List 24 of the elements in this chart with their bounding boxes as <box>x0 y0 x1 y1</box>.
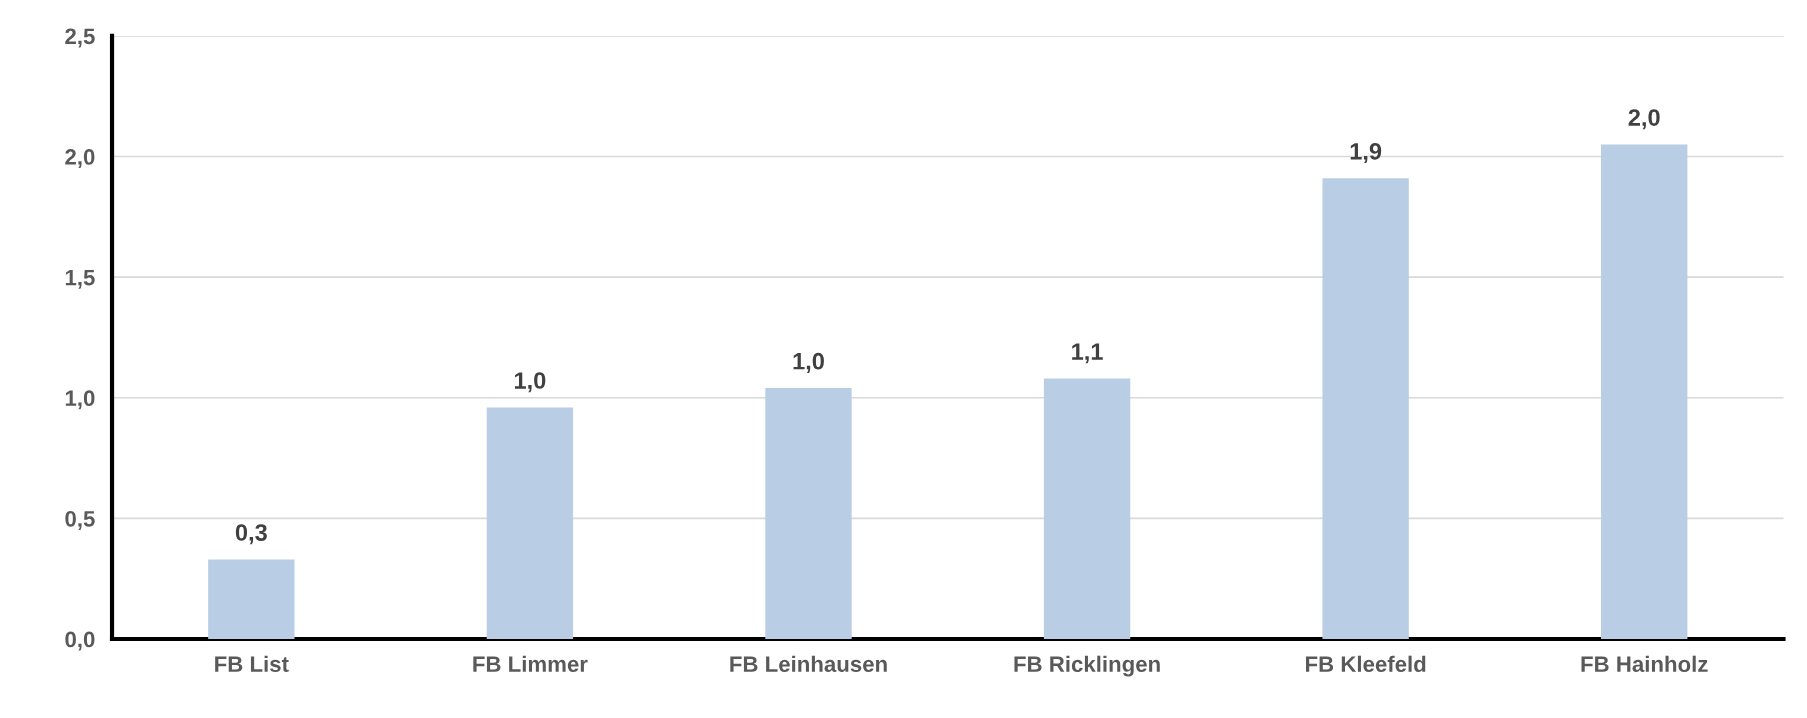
data-label: 0,3 <box>235 524 267 545</box>
data-label: 1,0 <box>514 372 546 393</box>
y-tick-label: 2,5 <box>65 28 95 48</box>
data-label: 1,0 <box>793 352 824 373</box>
x-tick-label: FB List <box>215 655 289 673</box>
data-label: 1,9 <box>1350 142 1382 164</box>
x-tick-label: FB Hainholz <box>1581 655 1708 673</box>
x-tick-label: FB Kleefeld <box>1306 655 1426 673</box>
bar <box>1601 144 1688 640</box>
y-tick-label: 0,0 <box>65 631 95 651</box>
y-tick-label: 0,5 <box>65 510 95 530</box>
bar <box>765 388 852 640</box>
bar <box>486 407 574 640</box>
y-tick-label: 2,0 <box>65 149 95 169</box>
x-tick-label: FB Limmer <box>473 655 588 673</box>
x-tick-label: FB Ricklingen <box>1014 655 1160 677</box>
bar <box>208 559 295 640</box>
data-label: 1,1 <box>1072 343 1103 364</box>
bar <box>1043 378 1131 640</box>
bar <box>1322 178 1409 640</box>
y-tick-label: 1,5 <box>65 269 95 289</box>
x-tick-label: FB Leinhausen <box>730 655 887 673</box>
y-tick-label: 1,0 <box>65 390 95 410</box>
data-label: 2,0 <box>1628 109 1660 130</box>
